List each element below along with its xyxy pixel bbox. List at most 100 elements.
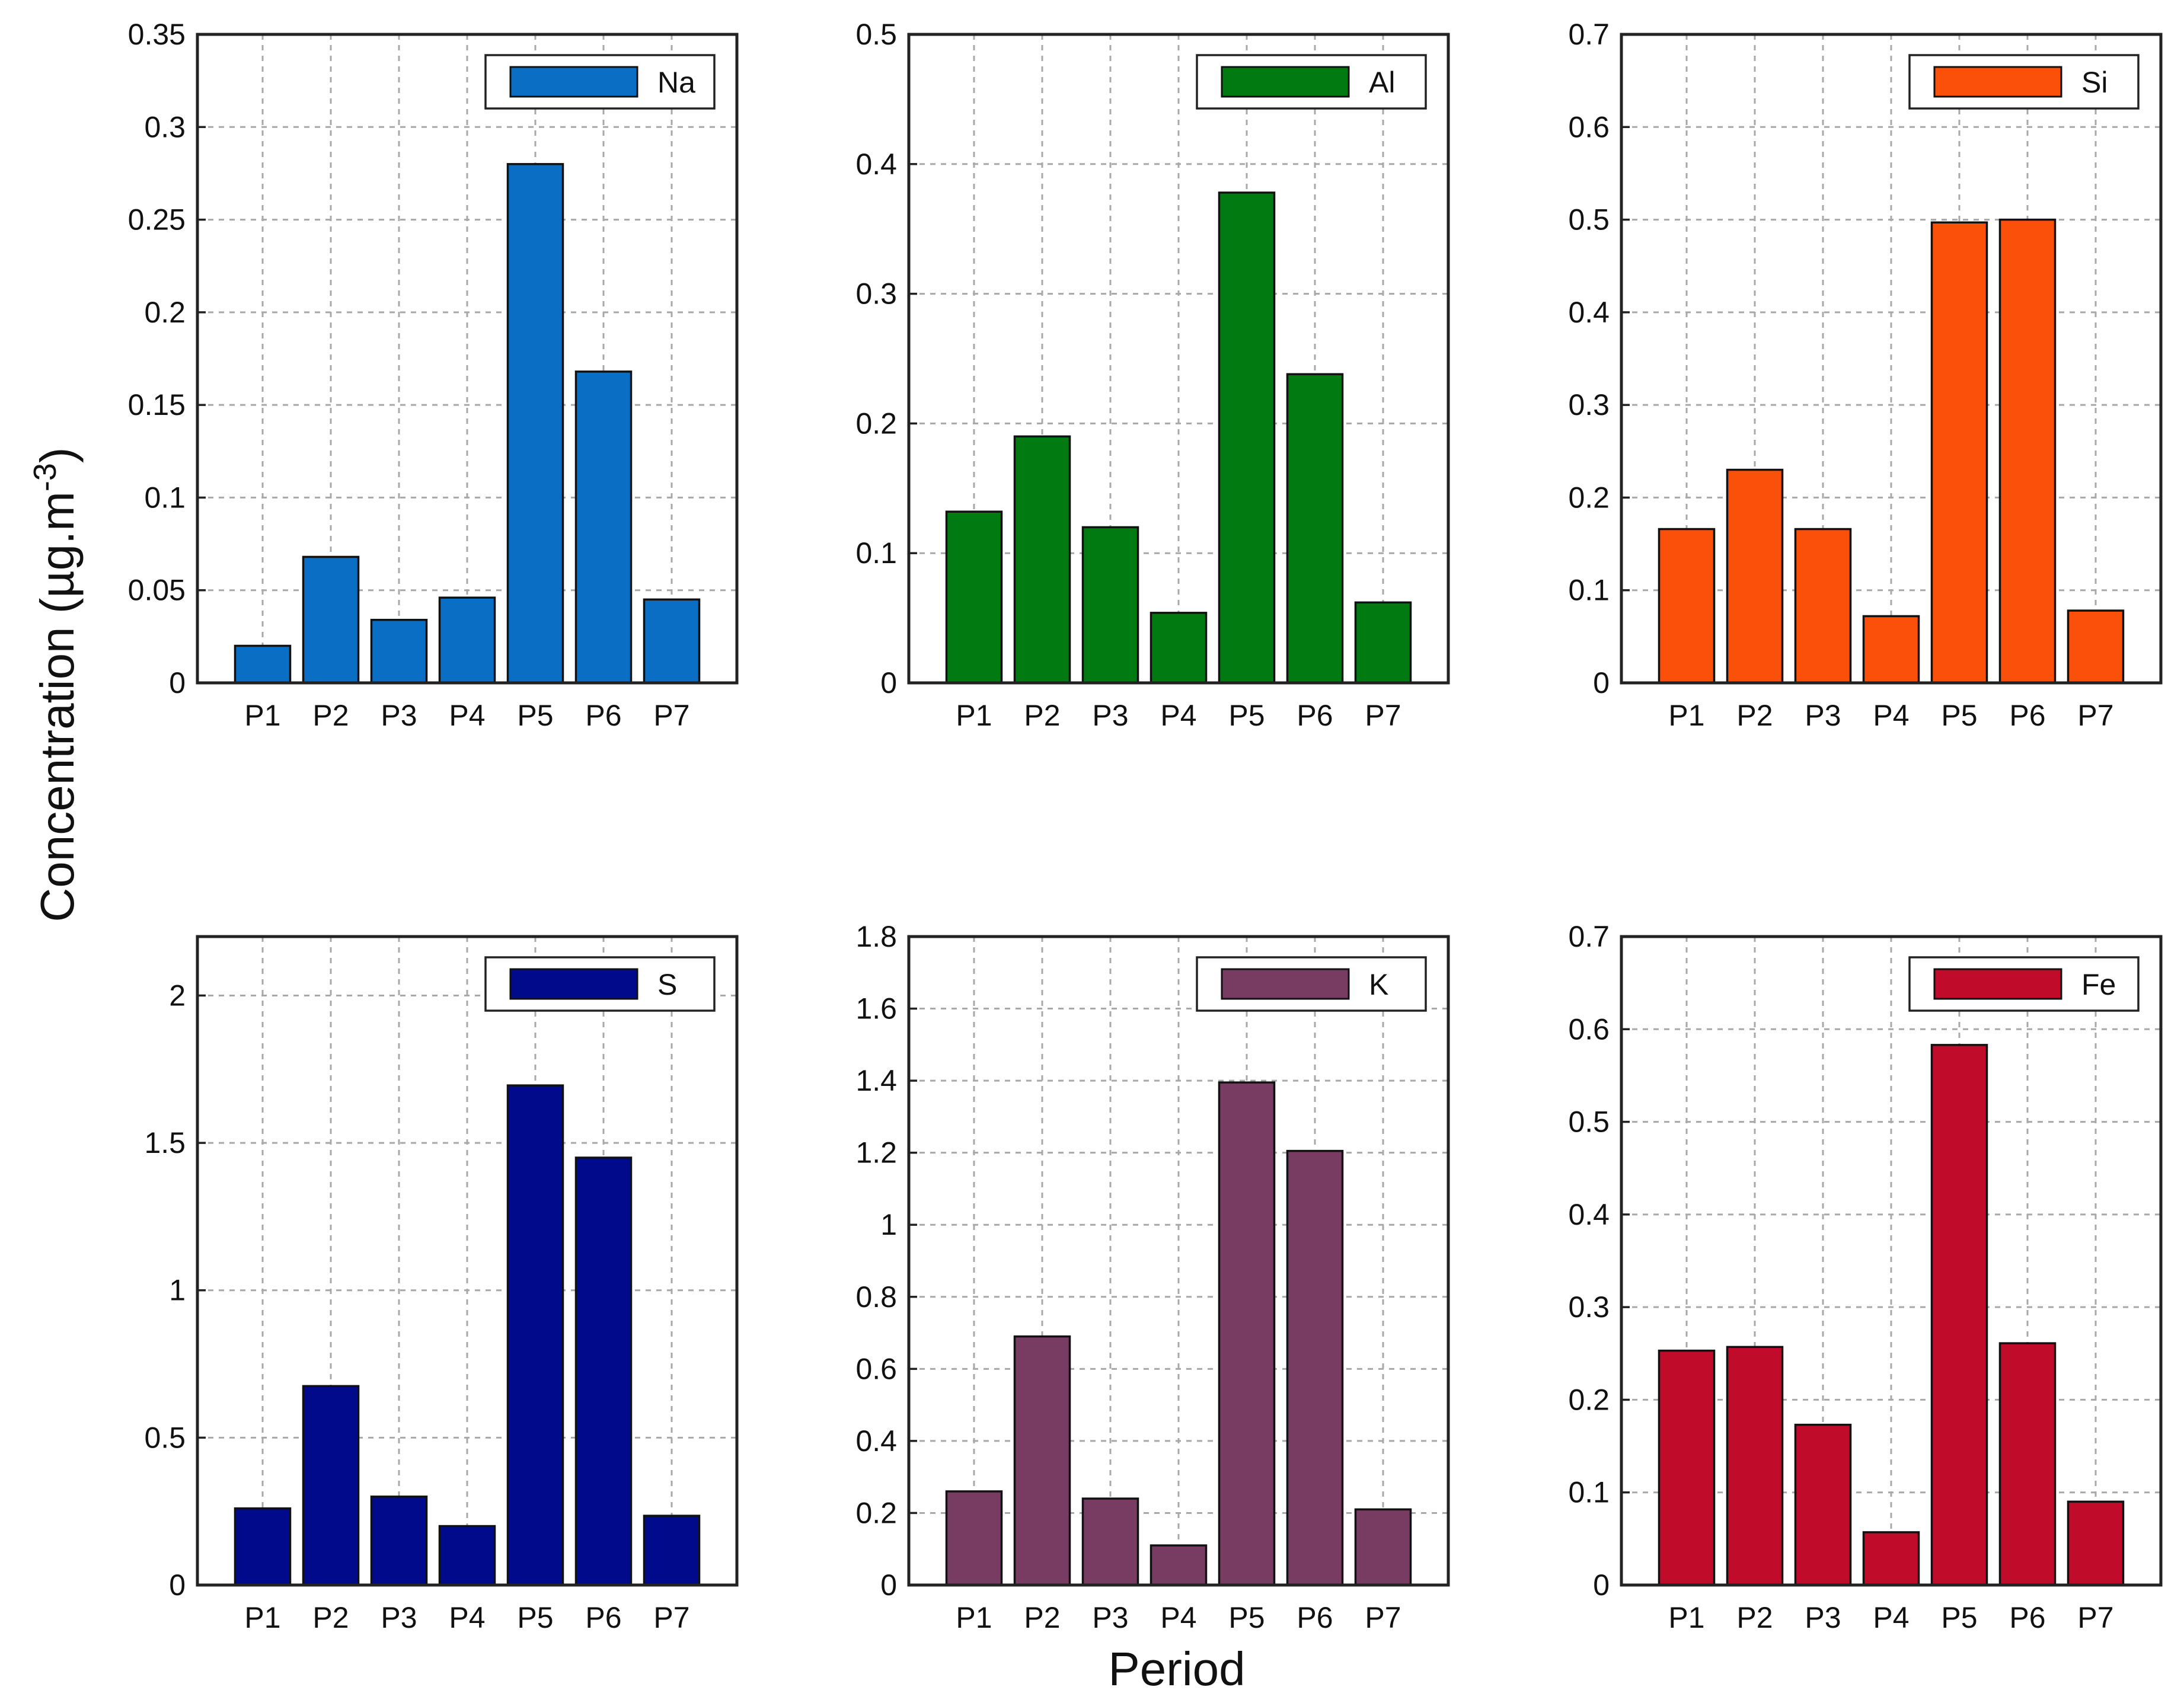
- x-tick-label: P2: [312, 699, 349, 732]
- bar-s-p6: [574, 1156, 633, 1586]
- y-tick-label: 0.6: [1568, 110, 1610, 143]
- x-tick-label: P1: [1668, 1601, 1704, 1634]
- bar-k-p6: [1286, 1149, 1344, 1586]
- bar-fe-p6: [1998, 1342, 2057, 1586]
- y-axis-title: Concentration (µg.m-3): [27, 447, 84, 922]
- legend-swatch: [509, 968, 638, 1000]
- y-tick-label: 0.2: [855, 407, 897, 440]
- y-axis-title-close: ): [31, 447, 84, 463]
- bar-si-p4: [1862, 615, 1920, 684]
- x-tick-label: P1: [244, 1601, 280, 1634]
- y-tick-label: 1.6: [855, 992, 897, 1025]
- x-tick-label: P5: [1941, 699, 1977, 732]
- y-tick-label: 0.1: [1568, 1476, 1610, 1509]
- x-axis-title: Period: [1108, 1643, 1245, 1695]
- y-tick-label: 0: [169, 666, 186, 699]
- x-tick-label: P2: [312, 1601, 349, 1634]
- x-tick-label: P3: [381, 699, 417, 732]
- plot-frame: [1620, 935, 2163, 1587]
- bar-si-p1: [1658, 528, 1716, 684]
- bar-al-p3: [1081, 526, 1139, 684]
- bar-k-p7: [1354, 1508, 1412, 1586]
- chart-al: 0 0.1 0.2 0.3 0.4 0.5 P1 P2 P3 P4 P5 P6 P7 Al: [855, 18, 1450, 732]
- x-tick-label: P7: [2077, 699, 2113, 732]
- bar-al-p1: [945, 510, 1003, 684]
- y-tick-label: 0.5: [855, 18, 897, 51]
- legend-label: Al: [1369, 66, 1395, 99]
- bar-s-p4: [438, 1525, 496, 1586]
- x-tick-label: P2: [1024, 1601, 1060, 1634]
- y-tick-label: 0.4: [1568, 296, 1610, 329]
- y-tick-label: 0.1: [144, 481, 186, 514]
- bar-al-p6: [1286, 373, 1344, 684]
- y-tick-label: 0.35: [128, 18, 186, 51]
- chart-k: 0 0.2 0.4 0.6 0.8 1 1.2 1.4 1.6 1.8 P1 P2 P3 P4 P5 P6 P7…: [855, 920, 1450, 1634]
- bar-na-p7: [643, 598, 701, 684]
- bar-na-p3: [370, 618, 428, 684]
- x-tick-label: P7: [653, 1601, 689, 1634]
- bar-na-p6: [574, 370, 633, 684]
- y-tick-label: 0.3: [1568, 1290, 1610, 1324]
- y-tick-label: 0.7: [1568, 920, 1610, 953]
- legend: Na: [484, 54, 716, 110]
- y-tick-label: 0.8: [855, 1280, 897, 1314]
- bar-si-p6: [1998, 218, 2057, 684]
- bar-k-p1: [945, 1490, 1003, 1586]
- x-tick-label: P1: [956, 699, 992, 732]
- legend-label: S: [657, 968, 677, 1001]
- x-tick-label: P4: [1160, 699, 1196, 732]
- y-tick-label: 0.2: [1568, 1383, 1610, 1416]
- x-tick-label: P7: [1365, 1601, 1401, 1634]
- y-tick-label: 0.1: [1568, 574, 1610, 607]
- x-tick-label: P6: [1297, 1601, 1333, 1634]
- x-tick-label: P6: [2009, 1601, 2045, 1634]
- y-tick-label: 0.3: [855, 277, 897, 311]
- bar-si-p2: [1726, 468, 1784, 684]
- legend: Al: [1196, 54, 1427, 110]
- y-tick-label: 0.3: [1568, 388, 1610, 421]
- plot-frame: [907, 935, 1450, 1587]
- x-tick-label: P3: [1092, 699, 1128, 732]
- plot-frame: [196, 935, 739, 1587]
- y-axis-title-main: Concentration (µg.m: [31, 491, 84, 922]
- bar-si-p7: [2067, 609, 2125, 684]
- bar-fe-p2: [1726, 1346, 1784, 1586]
- bar-s-p3: [370, 1496, 428, 1586]
- bar-si-p3: [1794, 528, 1852, 684]
- legend-swatch: [1933, 968, 2062, 1000]
- legend-label: K: [1369, 968, 1388, 1001]
- x-tick-label: P1: [1668, 699, 1704, 732]
- y-tick-label: 0: [880, 666, 897, 699]
- x-tick-label: P2: [1024, 699, 1060, 732]
- y-axis-title-superscript: -3: [27, 463, 63, 491]
- x-tick-label: P5: [517, 1601, 553, 1634]
- bar-fe-p4: [1862, 1531, 1920, 1586]
- bar-na-p4: [438, 596, 496, 684]
- bar-na-p5: [506, 163, 564, 684]
- legend: Fe: [1908, 956, 2140, 1012]
- y-tick-label: 0.3: [144, 110, 186, 143]
- legend-label: Fe: [2081, 968, 2116, 1001]
- y-tick-label: 0: [1593, 1568, 1610, 1602]
- y-tick-label: 0.1: [855, 536, 897, 570]
- legend-swatch: [1221, 968, 1350, 1000]
- x-tick-label: P4: [1873, 699, 1909, 732]
- y-tick-label: 2: [169, 979, 186, 1012]
- y-tick-label: 0.2: [855, 1496, 897, 1529]
- x-tick-label: P2: [1736, 1601, 1773, 1634]
- y-tick-label: 0.15: [128, 388, 186, 421]
- y-tick-label: 1.2: [855, 1136, 897, 1170]
- x-tick-label: P4: [449, 699, 485, 732]
- x-tick-label: P6: [1297, 699, 1333, 732]
- legend-swatch: [509, 66, 638, 98]
- legend-label: Na: [657, 66, 695, 99]
- bar-na-p2: [302, 555, 360, 684]
- x-tick-label: P4: [449, 1601, 485, 1634]
- legend-swatch: [1933, 66, 2062, 98]
- x-tick-label: P6: [2009, 699, 2045, 732]
- bar-al-p5: [1218, 191, 1276, 684]
- x-tick-label: P7: [1365, 699, 1401, 732]
- bar-k-p2: [1013, 1335, 1071, 1586]
- chart-si: 0 0.1 0.2 0.3 0.4 0.5 0.6 0.7 P1 P2 P3 P4 P5 P6 P7 Si: [1568, 18, 2163, 732]
- legend: K: [1196, 956, 1427, 1012]
